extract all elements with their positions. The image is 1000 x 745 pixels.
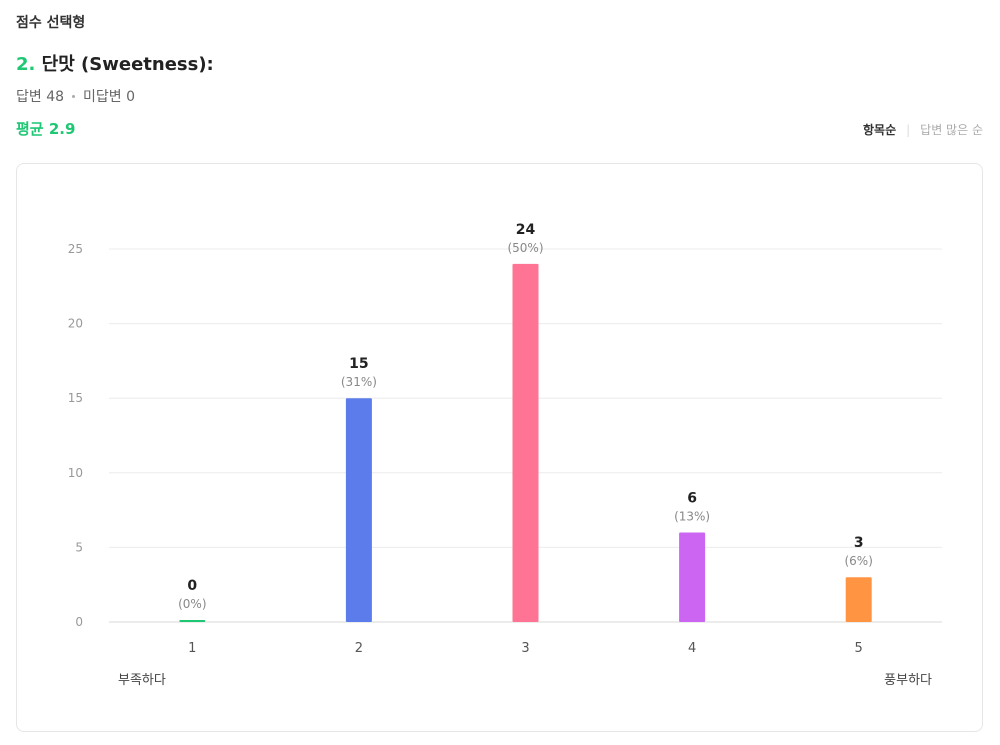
unanswered-count: 미답변 0 <box>83 89 136 105</box>
sort-options: 항목순 | 답변 많은 순 <box>863 121 983 138</box>
bar-percent-label: (31%) <box>341 375 377 389</box>
bar-5 <box>845 577 872 622</box>
bar-value-label: 15 <box>349 356 368 372</box>
question-number: 2. <box>16 54 36 75</box>
y-tick-label: 20 <box>68 317 83 331</box>
bar-1 <box>179 620 206 622</box>
bar-percent-label: (0%) <box>178 597 206 611</box>
question-title: 2. 단맛 (Sweetness): <box>16 50 214 76</box>
x-tick-label: 1 <box>188 641 196 656</box>
bar-2 <box>345 398 372 622</box>
scale-low-label: 부족하다 <box>118 673 166 688</box>
bar-chart: 0 5 10 15 20 25 0 (0%) 1 15 (31%) 2 24 (50%) 3 6 (13%) 4 3… <box>68 222 942 656</box>
y-tick-label: 5 <box>75 540 83 554</box>
sort-divider: | <box>906 122 911 137</box>
bar-4 <box>679 532 706 622</box>
x-tick-label: 3 <box>521 641 529 656</box>
y-tick-label: 15 <box>68 391 83 405</box>
bar-value-label: 3 <box>854 535 864 551</box>
y-tick-label: 25 <box>68 242 83 256</box>
sort-by-count-button[interactable]: 답변 많은 순 <box>920 123 983 137</box>
bar-percent-label: (50%) <box>507 241 543 255</box>
sort-by-item-button[interactable]: 항목순 <box>862 123 897 137</box>
scale-high-label: 풍부하다 <box>884 673 932 688</box>
chart-card: 0 5 10 15 20 25 0 (0%) 1 15 (31%) 2 24 (50%) 3 6 (13%) 4 3… <box>16 163 983 732</box>
x-tick-label: 2 <box>355 641 363 656</box>
y-tick-label: 10 <box>68 466 83 480</box>
response-stats: 답변 48 미답변 0 <box>16 86 135 106</box>
question-text: 단맛 (Sweetness): <box>41 54 214 75</box>
bar-3 <box>512 263 539 622</box>
bar-value-label: 6 <box>687 490 697 506</box>
y-tick-label: 0 <box>75 615 83 629</box>
average-score: 평균 2.9 <box>16 120 76 138</box>
separator-dot <box>72 94 76 98</box>
section-type-label: 점수 선택형 <box>16 15 86 31</box>
answered-count: 답변 48 <box>16 89 65 105</box>
x-tick-label: 4 <box>688 641 696 656</box>
bar-value-label: 0 <box>187 578 197 594</box>
bar-percent-label: (13%) <box>674 509 710 523</box>
bar-percent-label: (6%) <box>844 554 872 568</box>
bar-value-label: 24 <box>516 222 536 238</box>
x-tick-label: 5 <box>855 641 863 656</box>
